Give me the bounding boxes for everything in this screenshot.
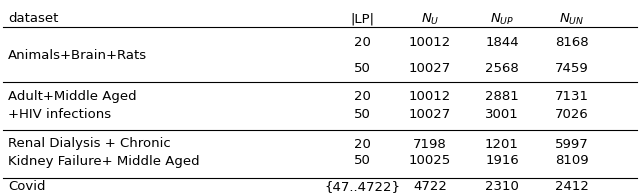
Text: 7198: 7198	[413, 138, 447, 151]
Text: 1201: 1201	[485, 138, 519, 151]
Text: 4722: 4722	[413, 181, 447, 193]
Text: 10012: 10012	[409, 35, 451, 48]
Text: 50: 50	[353, 154, 371, 168]
Text: 20: 20	[353, 90, 371, 103]
Text: 10025: 10025	[409, 154, 451, 168]
Text: 2412: 2412	[555, 181, 589, 193]
Text: $N_U$: $N_U$	[420, 12, 439, 27]
Text: 20: 20	[353, 138, 371, 151]
Text: 2568: 2568	[485, 62, 519, 74]
Text: 10012: 10012	[409, 90, 451, 103]
Text: 1916: 1916	[485, 154, 519, 168]
Text: 50: 50	[353, 107, 371, 121]
Text: 7131: 7131	[555, 90, 589, 103]
Text: 50: 50	[353, 62, 371, 74]
Text: dataset: dataset	[8, 12, 58, 25]
Text: +HIV infections: +HIV infections	[8, 107, 111, 121]
Text: 7026: 7026	[555, 107, 589, 121]
Text: Animals+Brain+Rats: Animals+Brain+Rats	[8, 48, 147, 62]
Text: 7459: 7459	[555, 62, 589, 74]
Text: 3001: 3001	[485, 107, 519, 121]
Text: Renal Dialysis + Chronic: Renal Dialysis + Chronic	[8, 138, 171, 151]
Text: {47..4722}: {47..4722}	[324, 181, 400, 193]
Text: 8109: 8109	[555, 154, 589, 168]
Text: Covid: Covid	[8, 181, 45, 193]
Text: $N_{UP}$: $N_{UP}$	[490, 12, 514, 27]
Text: 8168: 8168	[555, 35, 589, 48]
Text: 10027: 10027	[409, 107, 451, 121]
Text: 10027: 10027	[409, 62, 451, 74]
Text: 5997: 5997	[555, 138, 589, 151]
Text: 2881: 2881	[485, 90, 519, 103]
Text: 20: 20	[353, 35, 371, 48]
Text: $N_{UN}$: $N_{UN}$	[559, 12, 585, 27]
Text: |LP|: |LP|	[350, 12, 374, 25]
Text: 1844: 1844	[485, 35, 519, 48]
Text: Adult+Middle Aged: Adult+Middle Aged	[8, 90, 136, 103]
Text: 2310: 2310	[485, 181, 519, 193]
Text: Kidney Failure+ Middle Aged: Kidney Failure+ Middle Aged	[8, 154, 200, 168]
